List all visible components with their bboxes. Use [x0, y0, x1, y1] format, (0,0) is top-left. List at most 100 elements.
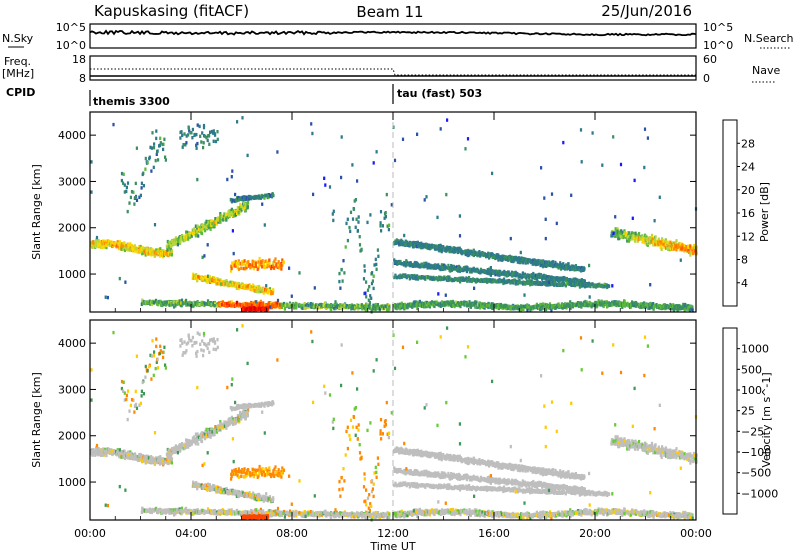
echo-cell — [665, 246, 668, 250]
echo-cell — [168, 303, 171, 307]
echo-cell — [315, 304, 318, 309]
echo-cell — [237, 195, 240, 200]
echo-cell — [468, 275, 471, 280]
echo-cell — [252, 266, 255, 271]
echo-cell — [102, 239, 105, 243]
echo-cell — [400, 275, 403, 279]
echo-cell — [327, 305, 330, 309]
echo-cell — [474, 300, 477, 304]
echo-cell — [200, 227, 203, 232]
echo-cell — [631, 231, 634, 235]
echo-cell — [690, 307, 693, 311]
echo-cell — [214, 139, 218, 144]
echo-cell — [295, 304, 298, 308]
echo-cell — [368, 305, 371, 309]
echo-cell — [122, 172, 125, 176]
echo-cell — [200, 140, 203, 144]
echo-cell — [478, 301, 481, 305]
echo-cell — [104, 239, 107, 244]
echo-cell — [470, 303, 473, 308]
echo-cell — [509, 305, 513, 309]
echo-cell — [356, 229, 359, 233]
echo-cell — [526, 258, 530, 262]
echo-cell — [622, 302, 625, 306]
echo-cell — [139, 193, 142, 198]
echo-cell — [160, 252, 163, 256]
echo-cell — [158, 143, 161, 148]
echo-cell — [349, 229, 352, 234]
echo-cell — [431, 244, 434, 248]
echo-cell — [338, 271, 341, 276]
echo-cell — [449, 269, 452, 273]
echo-cell — [254, 302, 257, 307]
echo-cell — [447, 263, 450, 268]
echo-cell — [418, 242, 422, 246]
echo-cell — [164, 249, 167, 254]
echo-cell — [357, 220, 360, 224]
echo-cell — [372, 286, 375, 291]
echo-cell — [240, 262, 243, 267]
echo-cell — [193, 132, 196, 137]
echo-cell — [101, 241, 104, 245]
echo-cell — [404, 274, 407, 279]
echo-cell — [411, 274, 415, 279]
echo-cell — [530, 279, 533, 283]
echo-cell — [271, 264, 274, 269]
echo-cell — [256, 267, 259, 271]
echo-cell — [254, 261, 257, 265]
echo-cell — [207, 133, 210, 138]
echo-cell — [356, 303, 359, 307]
echo-cell — [632, 232, 635, 236]
echo-cell — [311, 304, 314, 308]
echo-cell — [244, 307, 247, 312]
echo-cell — [452, 278, 455, 282]
echo-cell — [128, 248, 131, 252]
echo-cell — [164, 300, 168, 304]
echo-cell — [634, 300, 637, 305]
echo-cell — [157, 302, 160, 307]
echo-cell — [265, 288, 268, 292]
echo-cell — [489, 303, 492, 307]
echo-cell — [225, 302, 228, 306]
echo-cell — [195, 132, 198, 137]
echo-cell — [234, 304, 237, 308]
echo-cell — [373, 263, 376, 267]
echo-cell — [123, 190, 126, 194]
echo-cell — [161, 249, 164, 253]
echo-cell — [244, 266, 247, 271]
echo-cell — [258, 256, 261, 261]
echo-cell — [338, 279, 341, 284]
echo-cell — [644, 240, 647, 245]
echo-cell — [562, 262, 565, 266]
echo-cell — [580, 266, 583, 270]
echo-cell — [643, 301, 646, 305]
echo-cell — [488, 305, 492, 309]
echo-cell — [620, 229, 623, 233]
echo-cell — [318, 306, 321, 310]
echo-cell — [212, 220, 215, 225]
echo-cell — [410, 242, 413, 247]
echo-cell — [217, 218, 220, 222]
echo-cell — [208, 275, 211, 279]
echo-cell — [260, 262, 263, 266]
echo-cell — [402, 241, 405, 245]
echo-cell — [631, 235, 634, 240]
echo-cell — [246, 205, 249, 209]
echo-cell — [657, 237, 660, 241]
echo-cell — [371, 279, 374, 283]
echo-cell — [280, 305, 283, 309]
echo-cell — [376, 303, 380, 307]
echo-cell — [502, 272, 505, 276]
echo-cell — [243, 306, 246, 310]
echo-cell — [234, 259, 237, 264]
echo-cell — [261, 265, 264, 269]
echo-cell — [537, 305, 540, 309]
echo-cell — [610, 234, 613, 238]
echo-cell — [602, 304, 605, 309]
echo-cell — [181, 133, 184, 137]
echo-cell — [245, 195, 248, 199]
echo-cell — [216, 304, 219, 308]
echo-cell — [379, 224, 382, 228]
echo-cell — [487, 278, 490, 282]
echo-cell — [229, 280, 232, 284]
